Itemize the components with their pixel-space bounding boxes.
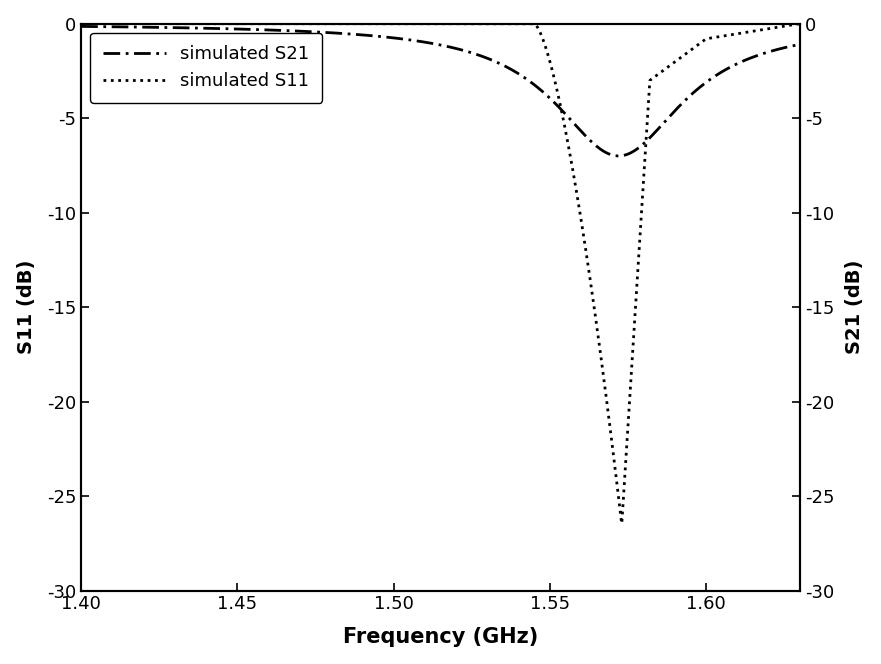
- Legend: simulated S21, simulated S11: simulated S21, simulated S11: [90, 33, 322, 103]
- simulated S21: [352, 31, 362, 39]
- simulated S11: [158, 20, 168, 28]
- simulated S21: [781, 43, 791, 51]
- simulated S21: [201, 25, 211, 33]
- simulated S11: [201, 20, 211, 28]
- simulated S21: [158, 23, 168, 31]
- Line: simulated S11: simulated S11: [81, 24, 800, 524]
- simulated S11: [352, 20, 362, 28]
- simulated S11: [617, 520, 627, 528]
- simulated S21: [382, 33, 393, 41]
- simulated S21: [76, 23, 86, 31]
- simulated S21: [703, 76, 714, 84]
- simulated S11: [703, 35, 714, 42]
- simulated S11: [382, 20, 393, 28]
- simulated S11: [76, 20, 86, 28]
- simulated S11: [781, 22, 791, 30]
- X-axis label: Frequency (GHz): Frequency (GHz): [343, 627, 538, 647]
- simulated S11: [795, 20, 805, 28]
- Y-axis label: S11 (dB): S11 (dB): [17, 260, 35, 355]
- Line: simulated S21: simulated S21: [81, 27, 800, 156]
- Y-axis label: S21 (dB): S21 (dB): [846, 260, 864, 355]
- simulated S21: [795, 41, 805, 48]
- simulated S21: [613, 152, 624, 160]
